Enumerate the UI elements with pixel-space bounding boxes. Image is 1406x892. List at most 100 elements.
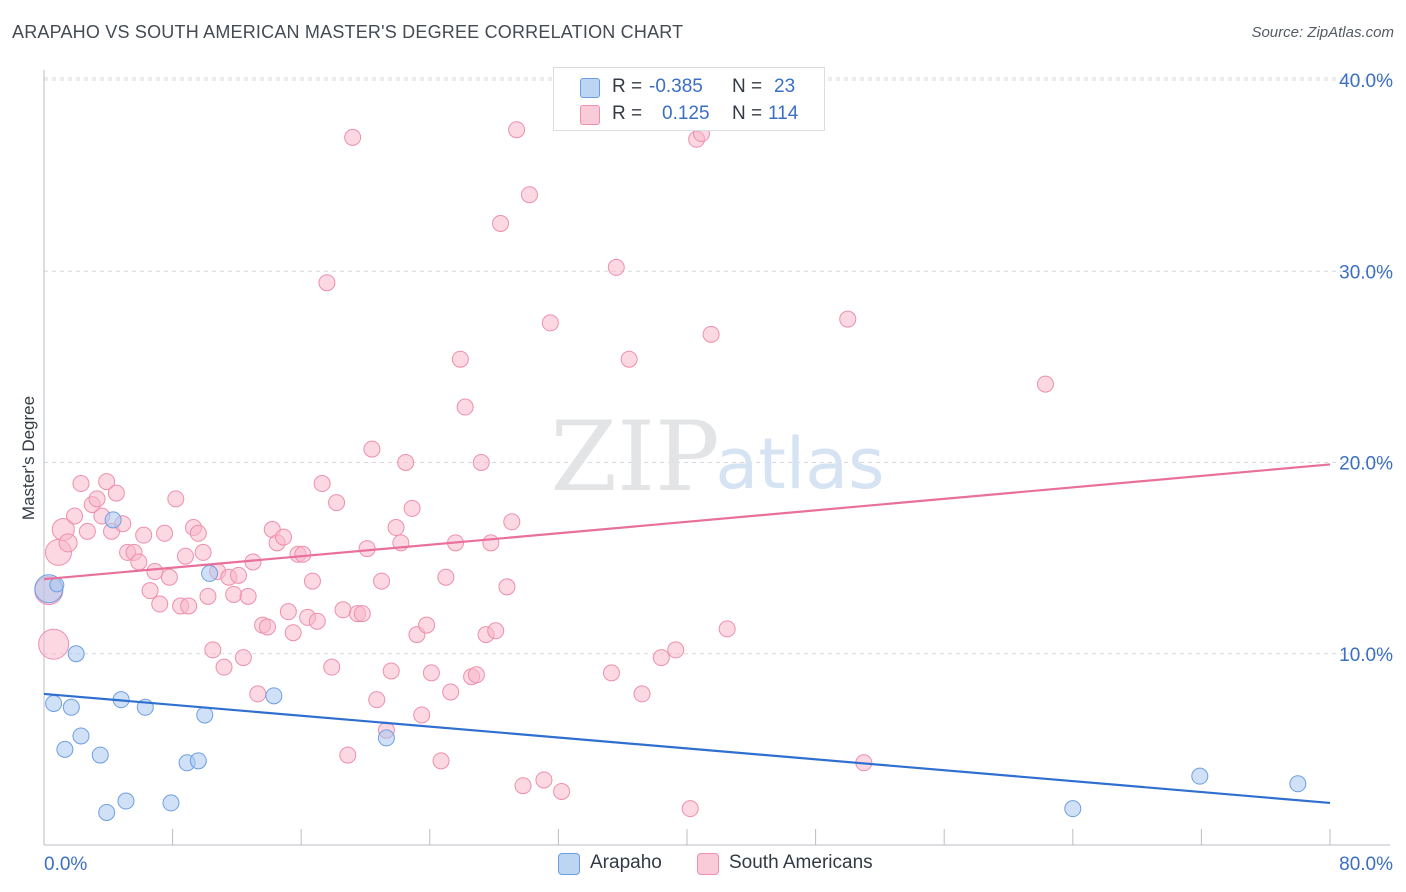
arapaho-point bbox=[377, 729, 395, 747]
south-americans-point bbox=[313, 475, 331, 493]
arapaho-point bbox=[196, 706, 214, 724]
y-tick-label: 40.0% bbox=[1339, 71, 1393, 92]
south-americans-point bbox=[318, 274, 336, 292]
south-americans-point bbox=[160, 568, 178, 586]
south-americans-point bbox=[199, 587, 217, 605]
arapaho-point bbox=[1289, 775, 1307, 793]
south-americans-point bbox=[38, 628, 70, 660]
south-americans-point bbox=[432, 752, 450, 770]
n-label: N = bbox=[732, 76, 763, 97]
stats-row-arapaho: R = -0.385 N = 23 bbox=[554, 74, 824, 100]
south-americans-point bbox=[437, 568, 455, 586]
south-americans-point bbox=[275, 528, 293, 546]
south-americans-point bbox=[492, 214, 510, 232]
arapaho-point bbox=[104, 511, 122, 529]
south-americans-point bbox=[135, 526, 153, 544]
n-value: 114 bbox=[768, 103, 799, 124]
south-americans-point bbox=[294, 545, 312, 563]
arapaho-points bbox=[34, 511, 1307, 821]
y-tick-label: 20.0% bbox=[1339, 454, 1393, 475]
south-americans-point bbox=[442, 683, 460, 701]
south-americans-point bbox=[387, 519, 405, 537]
south-americans-point bbox=[718, 620, 736, 638]
south-americans-point bbox=[88, 490, 106, 508]
n-label: N = bbox=[732, 103, 763, 124]
stats-box: R = -0.385 N = 23 R = 0.125 N = 114 bbox=[553, 67, 825, 131]
south-americans-point bbox=[702, 325, 720, 343]
legend-label-arapaho: Arapaho bbox=[590, 852, 662, 873]
watermark: ZIP atlas bbox=[550, 401, 884, 513]
south-americans-point bbox=[303, 572, 321, 590]
south-americans-point bbox=[353, 605, 371, 623]
arapaho-point bbox=[117, 792, 135, 810]
south-americans-point bbox=[279, 603, 297, 621]
south-americans-point bbox=[334, 601, 352, 619]
south-americans-point bbox=[382, 662, 400, 680]
n-value: 23 bbox=[774, 76, 796, 97]
south-americans-point bbox=[467, 666, 485, 684]
arapaho-point bbox=[189, 752, 207, 770]
south-americans-point bbox=[503, 513, 521, 531]
arapaho-point bbox=[265, 687, 283, 705]
south-americans-point bbox=[98, 473, 116, 491]
south-americans-trend-line bbox=[43, 463, 1331, 581]
legend: Arapaho South Americans bbox=[0, 850, 1406, 878]
south-americans-point bbox=[487, 622, 505, 640]
stats-row-south-americans: R = 0.125 N = 114 bbox=[554, 101, 824, 127]
y-tick-label: 30.0% bbox=[1339, 262, 1393, 283]
grid-lines bbox=[44, 77, 1390, 655]
arapaho-point bbox=[56, 740, 74, 758]
south-americans-point bbox=[508, 121, 526, 139]
r-value: 0.125 bbox=[662, 103, 710, 124]
south-americans-point bbox=[535, 771, 553, 789]
south-americans-point bbox=[397, 454, 415, 471]
south-americans-point bbox=[373, 572, 391, 590]
y-axis-label: Master's Degree bbox=[19, 396, 38, 520]
south-americans-point bbox=[498, 578, 516, 596]
south-americans-point bbox=[66, 507, 84, 525]
south-americans-point bbox=[239, 587, 257, 605]
south-americans-point bbox=[456, 398, 474, 416]
south-americans-point bbox=[156, 524, 174, 542]
south-americans-point bbox=[323, 658, 341, 676]
r-value: -0.385 bbox=[649, 76, 703, 97]
south-americans-point bbox=[541, 314, 559, 332]
south-americans-point bbox=[146, 563, 164, 581]
arapaho-point bbox=[45, 694, 63, 712]
south-americans-point bbox=[358, 540, 376, 558]
south-americans-point bbox=[130, 553, 148, 571]
south-americans-point bbox=[667, 641, 685, 659]
south-americans-point bbox=[151, 595, 169, 613]
y-tick-label: 10.0% bbox=[1339, 645, 1393, 666]
south-americans-point bbox=[681, 800, 699, 818]
south-americans-point bbox=[328, 494, 346, 512]
x-tick-label: 80.0% bbox=[1339, 854, 1393, 875]
south-americans-point bbox=[308, 612, 326, 630]
south-americans-point bbox=[176, 547, 194, 565]
arapaho-point bbox=[162, 794, 180, 812]
south-americans-point bbox=[167, 490, 185, 508]
south-americans-point bbox=[553, 782, 571, 800]
tick-labels: 10.0% 20.0% 30.0% 40.0% 0.0% 80.0% Master's De… bbox=[19, 71, 1393, 875]
south-americans-point bbox=[451, 350, 469, 368]
south-americans-point bbox=[607, 258, 625, 276]
south-americans-point bbox=[189, 524, 207, 542]
south-americans-point bbox=[413, 706, 431, 724]
south-americans-point bbox=[368, 691, 386, 709]
south-americans-point bbox=[839, 310, 857, 328]
south-americans-point bbox=[284, 624, 302, 642]
arapaho-point bbox=[201, 564, 219, 582]
arapaho-point bbox=[49, 577, 65, 593]
south-americans-point bbox=[258, 618, 276, 636]
south-americans-point bbox=[234, 649, 252, 667]
source-label: Source: ZipAtlas.com bbox=[1251, 24, 1394, 41]
south-americans-point bbox=[403, 499, 421, 517]
south-americans-swatch bbox=[580, 105, 600, 125]
south-americans-point bbox=[514, 777, 532, 795]
south-americans-point bbox=[249, 685, 267, 703]
south-americans-point bbox=[107, 484, 125, 502]
south-americans-point bbox=[58, 533, 78, 553]
arapaho-point bbox=[1191, 767, 1209, 785]
arapaho-trend-line bbox=[43, 692, 1331, 805]
